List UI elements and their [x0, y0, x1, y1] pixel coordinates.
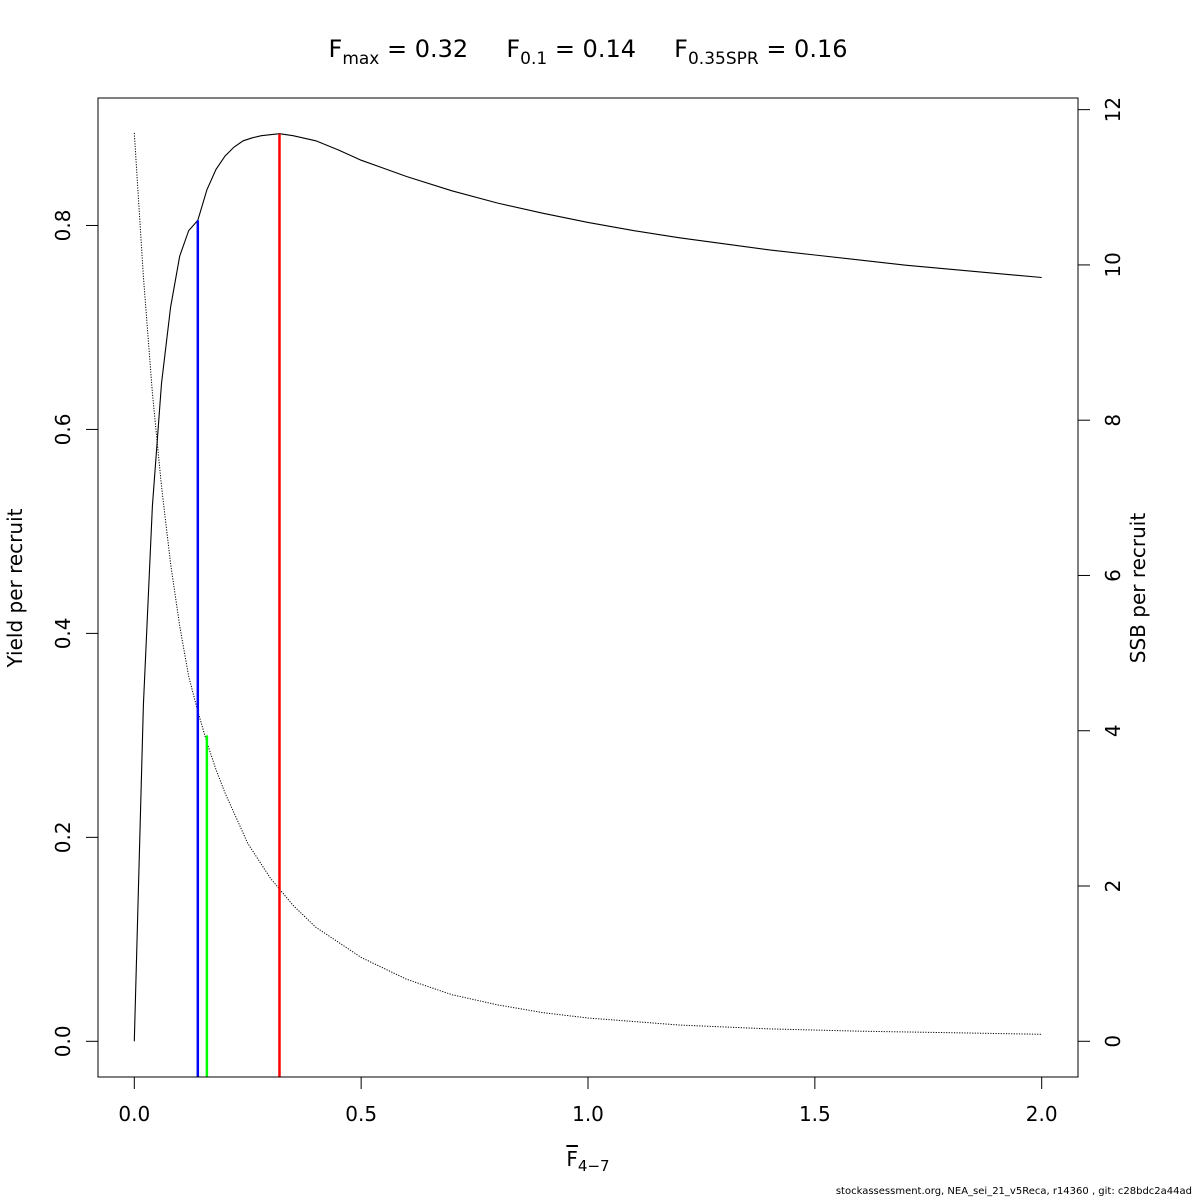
- y-right-tick-label: 12: [1101, 97, 1125, 122]
- title-part-1-base: F: [506, 35, 520, 63]
- y-left-tick-label: 0.2: [51, 821, 75, 853]
- x-tick-label: 0.5: [345, 1102, 377, 1126]
- y-axis-left: 0.0 0.2 0.4 0.6 0.8: [51, 210, 99, 1057]
- title-part-0-rest: = 0.32: [379, 35, 468, 63]
- plot-frame: [97, 97, 1079, 1078]
- y-right-tick-label: 10: [1101, 252, 1125, 277]
- title-part-0-sub: max: [342, 49, 379, 69]
- x-tick-label: 2.0: [1026, 1102, 1058, 1126]
- y-right-tick-label: 6: [1101, 569, 1125, 582]
- title-part-2-rest: = 0.16: [759, 35, 848, 63]
- x-axis: 0.0 0.5 1.0 1.5 2.0: [118, 1076, 1058, 1126]
- y-right-tick-label: 0: [1101, 1035, 1125, 1048]
- curves-layer: [133, 132, 1042, 1042]
- x-tick-label: 0.0: [118, 1102, 150, 1126]
- y-right-tick-label: 4: [1101, 724, 1125, 737]
- x-tick-label: 1.0: [572, 1102, 604, 1126]
- chart-title: Fmax = 0.32 F0.1 = 0.14 F0.35SPR = 0.16: [329, 35, 848, 69]
- x-axis-label-sub: 4−7: [578, 1157, 610, 1175]
- y-left-tick-label: 0.0: [51, 1025, 75, 1057]
- title-part-0-base: F: [329, 35, 343, 63]
- reference-lines-layer: [196, 133, 281, 1077]
- title-part-2-base: F: [674, 35, 688, 63]
- y-left-tick-label: 0.6: [51, 414, 75, 446]
- title-part-1-rest: = 0.14: [547, 35, 636, 63]
- y-axis-left-label: Yield per recruit: [3, 508, 27, 668]
- x-axis-label-base: F: [566, 1147, 578, 1171]
- title-part-1-sub: 0.1: [520, 49, 547, 69]
- yield-per-recruit-curve: [133, 133, 1042, 1042]
- y-right-tick-label: 8: [1101, 414, 1125, 427]
- x-axis-label: F4−7: [566, 1147, 609, 1175]
- title-part-2-sub: 0.35SPR: [688, 49, 759, 69]
- y-axis-right: 0 2 4 6 8 10 12: [1077, 97, 1125, 1048]
- footer-attribution: stockassessment.org, NEA_sei_21_v5Reca, …: [835, 1186, 1192, 1197]
- y-left-tick-label: 0.4: [51, 617, 75, 649]
- ssb-per-recruit-curve: [133, 132, 1042, 1035]
- y-right-tick-label: 2: [1101, 880, 1125, 893]
- y-axis-right-label: SSB per recruit: [1126, 513, 1150, 664]
- y-left-tick-label: 0.8: [51, 210, 75, 242]
- x-tick-label: 1.5: [799, 1102, 831, 1126]
